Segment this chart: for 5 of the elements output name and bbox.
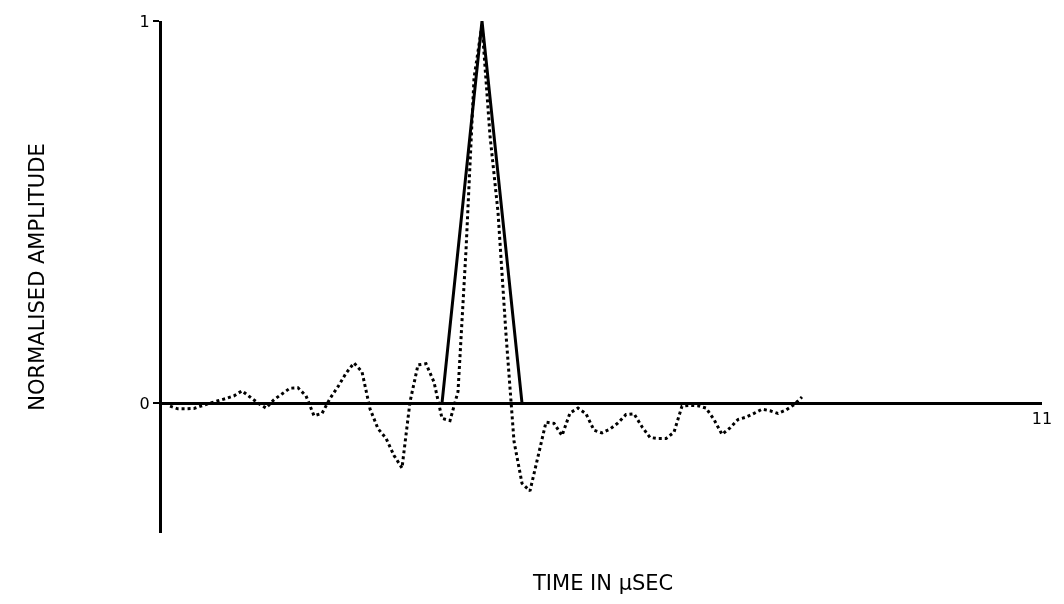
- x-tick-label: 11: [1031, 409, 1053, 429]
- y-axis-title: NORMALISED AMPLITUDE: [24, 143, 49, 411]
- x-axis-title: TIME IN µSEC: [532, 571, 674, 595]
- y-tick-label: 0: [139, 393, 150, 413]
- y-tick-label: 1: [139, 11, 150, 31]
